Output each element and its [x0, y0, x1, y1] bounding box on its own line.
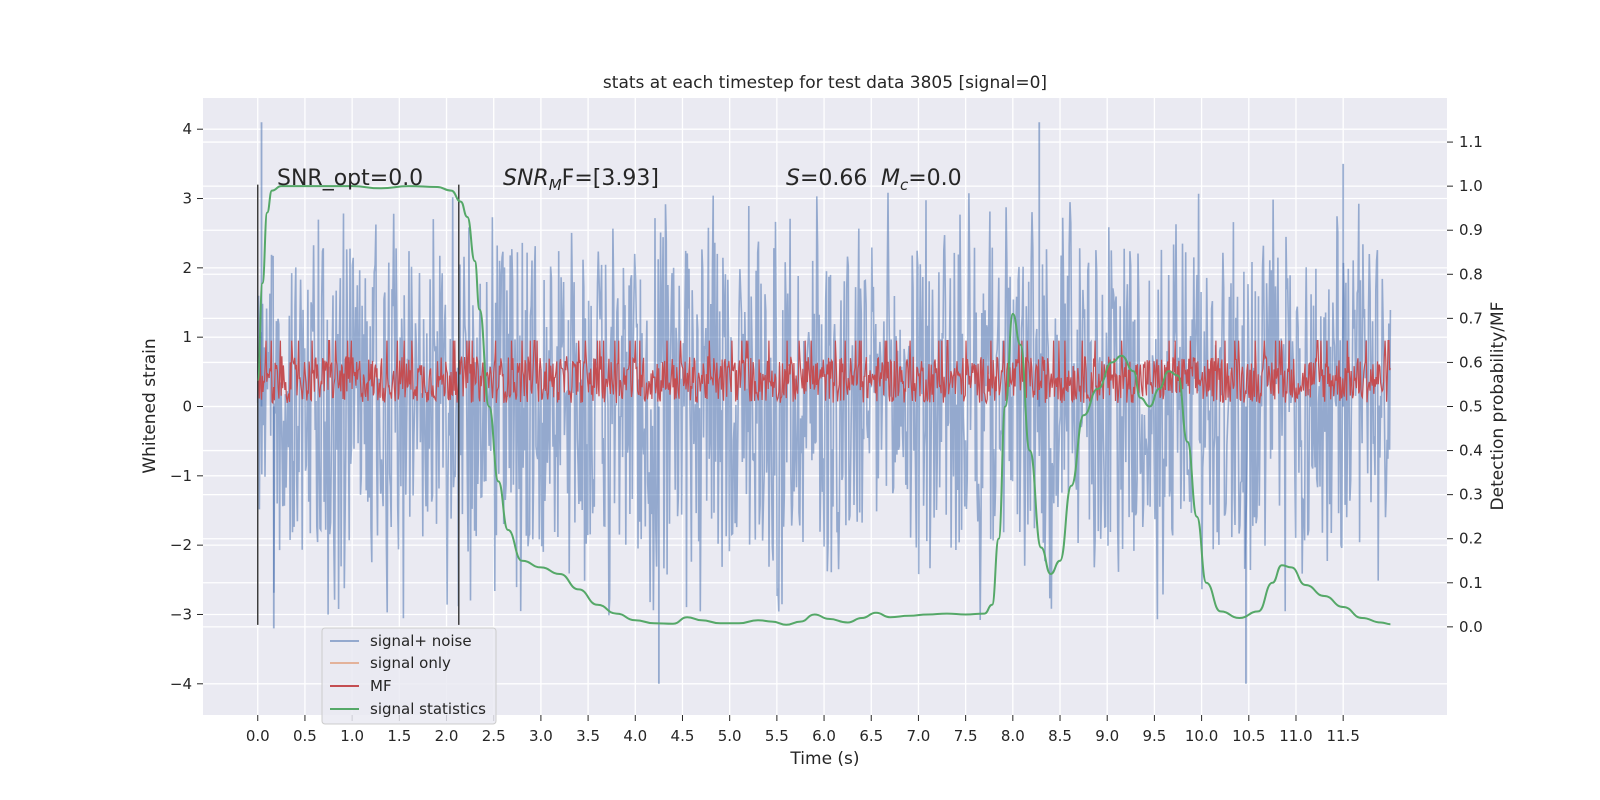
legend-label-signal-only: signal only [370, 654, 451, 672]
mf-line [257, 340, 1391, 405]
x-tick-label: 10.5 [1232, 727, 1265, 745]
y-right-tick-label: 0.4 [1459, 442, 1483, 460]
mc-value: =0.0 [908, 166, 961, 191]
y-right-tick-label: 0.6 [1459, 353, 1483, 371]
signal-noise-line [256, 192, 1392, 621]
series-signal-statistics [256, 185, 1391, 626]
x-tick-label: 0.5 [293, 727, 317, 745]
x-tick-label: 7.5 [954, 727, 978, 745]
x-tick-label: 2.0 [435, 727, 459, 745]
x-axis-label: Time (s) [789, 749, 859, 769]
mc-subscript: c [900, 176, 909, 194]
y-left-tick-label: 4 [182, 120, 192, 138]
series-mf [257, 340, 1391, 405]
mc-symbol: M [881, 166, 900, 191]
x-tick-label: 6.5 [859, 727, 883, 745]
x-tick-label: 4.0 [623, 727, 647, 745]
y-right-tick-label: 0.5 [1459, 398, 1483, 416]
y-left-tick-label: 1 [182, 328, 192, 346]
y-axis-right-label: Detection probability/MF [1488, 302, 1508, 511]
legend-label-signal-noise: signal+ noise [370, 632, 472, 650]
y-left-tick-label: −4 [170, 675, 192, 693]
snr-mf-subscript: M [549, 176, 562, 194]
x-tick-label: 9.0 [1095, 727, 1119, 745]
chart-title: stats at each timestep for test data 380… [603, 73, 1047, 93]
s-symbol: S [786, 166, 800, 191]
x-tick-label: 10.0 [1185, 727, 1218, 745]
y-right-tick-label: 1.1 [1459, 133, 1483, 151]
y-axis-left-label: Whitened strain [140, 338, 160, 473]
x-tick-label: 1.5 [387, 727, 411, 745]
y-left-tick-label: −3 [170, 605, 192, 623]
y-axis-right-ticks: 1.1 1.0 0.9 0.8 0.7 0.6 0.5 0.4 0.3 0.2 0.1 0.0 [1447, 133, 1483, 636]
y-right-tick-label: 0.8 [1459, 265, 1483, 283]
y-right-tick-label: 0.9 [1459, 221, 1483, 239]
y-left-tick-label: 0 [182, 398, 192, 416]
y-left-tick-label: −2 [170, 536, 192, 554]
y-left-tick-label: 2 [182, 259, 192, 277]
legend-label-signal-statistics: signal statistics [370, 700, 486, 718]
y-right-tick-label: 0.2 [1459, 530, 1483, 548]
x-tick-label: 1.0 [340, 727, 364, 745]
signal-statistics-line [256, 185, 1391, 626]
y-right-tick-label: 0.0 [1459, 618, 1483, 636]
x-axis-ticks: 0.0 0.5 1.0 1.5 2.0 2.5 3.0 3.5 4.0 4.5 5.0 5.5 6.0 6… [246, 715, 1360, 745]
x-tick-label: 6.0 [812, 727, 836, 745]
series-signal-noise [256, 122, 1392, 684]
x-tick-label: 5.0 [718, 727, 742, 745]
x-tick-label: 3.0 [529, 727, 553, 745]
y-left-tick-label: 3 [182, 190, 192, 208]
y-right-tick-label: 1.0 [1459, 177, 1483, 195]
annotation-snr-mf: SNRMF=[3.93] [503, 166, 659, 194]
y-left-tick-label: −1 [170, 467, 192, 485]
x-tick-label: 4.5 [671, 727, 695, 745]
x-tick-label: 9.5 [1142, 727, 1166, 745]
x-tick-label: 0.0 [246, 727, 270, 745]
y-right-tick-label: 0.3 [1459, 486, 1483, 504]
legend: signal+ noise signal only MF signal stat… [321, 627, 497, 725]
x-tick-label: 8.0 [1001, 727, 1025, 745]
legend-label-mf: MF [370, 677, 392, 695]
annotation-s: S=0.66 [786, 166, 867, 191]
y-axis-left-ticks: 4 3 2 1 0 −1 −2 −3 −4 [170, 120, 203, 693]
legend-box [321, 627, 497, 725]
snr-mf-symbol: SNR [503, 166, 549, 191]
x-tick-label: 2.5 [482, 727, 506, 745]
snr-mf-value: F=[3.93] [562, 166, 659, 191]
x-tick-label: 5.5 [765, 727, 789, 745]
annotation-snr-opt: SNR_opt=0.0 [277, 166, 423, 191]
x-tick-label: 8.5 [1048, 727, 1072, 745]
y-right-tick-label: 0.1 [1459, 574, 1483, 592]
x-tick-label: 3.5 [576, 727, 600, 745]
s-value: =0.66 [800, 166, 867, 191]
y-right-tick-label: 0.7 [1459, 309, 1483, 327]
annotation-mc: Mc=0.0 [881, 166, 962, 194]
x-tick-label: 11.5 [1326, 727, 1359, 745]
x-tick-label: 7.0 [907, 727, 931, 745]
x-tick-label: 11.0 [1279, 727, 1312, 745]
vertical-markers [257, 184, 460, 625]
